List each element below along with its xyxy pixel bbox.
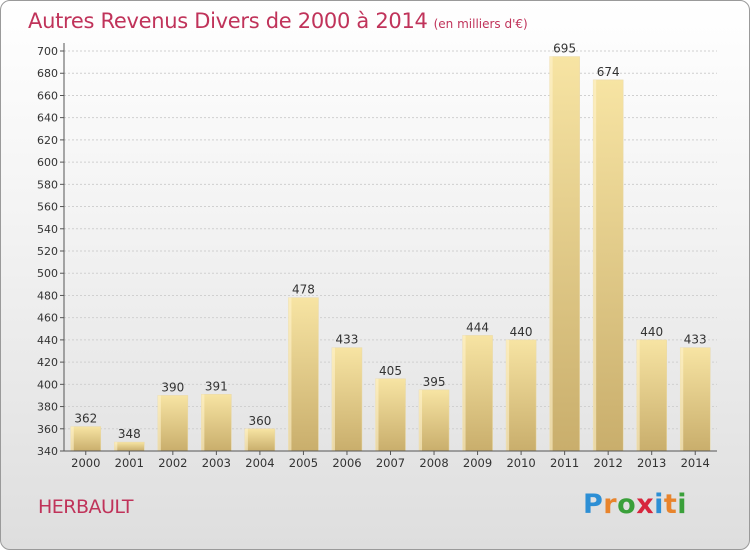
bar: [114, 441, 145, 452]
x-tick-label: 2009: [463, 456, 492, 470]
bar-value-label: 433: [684, 333, 707, 347]
logo-letter: i: [677, 489, 688, 520]
title-text: Autres Revenus Divers de 2000 à 2014: [28, 9, 428, 33]
bar-value-label: 433: [336, 333, 359, 347]
y-tick-label: 500: [37, 267, 58, 280]
bar-value-label: 695: [553, 42, 576, 56]
bar-highlight: [70, 426, 74, 451]
x-tick-label: 2007: [376, 456, 405, 470]
bar: [505, 339, 537, 452]
bar-value-label: 360: [248, 414, 271, 428]
x-tick-label: 2006: [332, 456, 361, 470]
logo-letter: o: [617, 489, 637, 520]
bar-highlight: [636, 339, 640, 451]
logo-letter: t: [663, 489, 678, 520]
bar: [331, 347, 363, 452]
bar: [592, 79, 624, 452]
x-tick-label: 2011: [550, 456, 579, 470]
y-tick-label: 480: [37, 289, 58, 302]
bar-value-label: 674: [597, 65, 620, 79]
x-tick-label: 2000: [71, 456, 100, 470]
bar: [201, 394, 232, 452]
bar-highlight: [549, 56, 553, 452]
bar-value-label: 395: [423, 375, 446, 389]
x-tick-label: 2013: [637, 456, 666, 470]
y-tick-label: 460: [37, 312, 58, 325]
bar-highlight: [244, 428, 248, 451]
x-tick-label: 2005: [289, 456, 318, 470]
y-tick-label: 520: [37, 245, 58, 258]
y-tick-label: 540: [37, 223, 58, 236]
bar-value-label: 348: [118, 427, 141, 441]
logo-letter: x: [636, 489, 655, 520]
y-tick-label: 700: [37, 45, 58, 58]
bar-highlight: [593, 79, 597, 451]
bar-highlight: [375, 378, 379, 451]
bar-highlight: [506, 339, 510, 451]
bar-value-label: 390: [161, 380, 184, 394]
x-tick-label: 2001: [115, 456, 144, 470]
bar: [244, 428, 276, 452]
bar-highlight: [201, 394, 205, 451]
y-tick-label: 380: [37, 401, 58, 414]
bar: [462, 335, 493, 452]
y-tick-label: 340: [37, 445, 58, 458]
y-tick-label: 440: [37, 334, 58, 347]
y-tick-label: 680: [37, 67, 58, 80]
y-tick-label: 640: [37, 112, 58, 125]
chart-title: Autres Revenus Divers de 2000 à 2014 (en …: [28, 9, 528, 33]
y-tick-label: 420: [37, 356, 58, 369]
bar: [679, 347, 711, 452]
y-tick-label: 620: [37, 134, 58, 147]
bar: [418, 389, 450, 452]
y-tick-label: 600: [37, 156, 58, 169]
y-tick-label: 580: [37, 178, 58, 191]
y-tick-label: 560: [37, 201, 58, 214]
bar: [549, 56, 580, 452]
bar-value-label: 444: [466, 320, 489, 334]
bar-highlight: [288, 297, 292, 451]
logo-letter: r: [603, 489, 618, 520]
bar-value-label: 440: [640, 325, 663, 339]
proxiti-logo: Proxiti: [583, 489, 687, 520]
bar: [288, 297, 319, 452]
bar: [375, 378, 406, 452]
y-tick-label: 660: [37, 89, 58, 102]
bar-highlight: [331, 347, 335, 451]
bar-highlight: [114, 442, 118, 451]
bar-highlight: [680, 347, 684, 451]
bar-value-label: 478: [292, 283, 315, 297]
bar: [70, 426, 102, 452]
bar: [157, 395, 189, 452]
x-tick-label: 2012: [594, 456, 623, 470]
y-tick-label: 400: [37, 378, 58, 391]
x-tick-label: 2004: [245, 456, 274, 470]
bar-value-label: 391: [205, 379, 228, 393]
bar-highlight: [462, 335, 466, 451]
y-tick-label: 360: [37, 423, 58, 436]
commune-name: HERBAULT: [38, 496, 134, 518]
bar: [636, 339, 667, 452]
logo-letter: P: [583, 489, 604, 520]
x-tick-label: 2010: [506, 456, 535, 470]
chart-unit: (en milliers d'€): [433, 17, 528, 31]
x-tick-label: 2008: [419, 456, 448, 470]
logo-letter: i: [654, 489, 664, 520]
bar-highlight: [419, 389, 423, 451]
x-tick-label: 2003: [202, 456, 231, 470]
bar-value-label: 440: [510, 325, 533, 339]
x-tick-label: 2002: [158, 456, 187, 470]
bar-highlight: [157, 395, 161, 451]
bar-value-label: 362: [74, 412, 97, 426]
x-tick-label: 2014: [681, 456, 710, 470]
bar-value-label: 405: [379, 364, 402, 378]
